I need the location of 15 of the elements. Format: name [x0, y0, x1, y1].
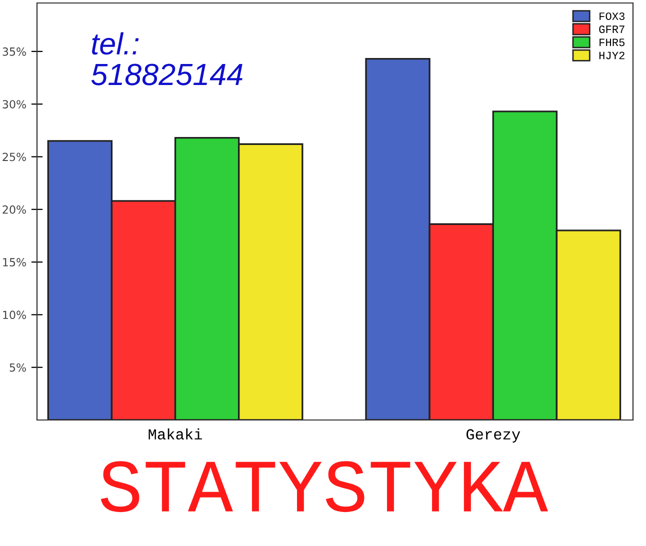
y-tick-label: 20%	[2, 205, 26, 214]
y-tick-label: 30%	[2, 100, 26, 108]
y-tick-label: 10%	[3, 310, 26, 320]
y-tick-label: 25%	[2, 152, 26, 162]
x-tick-label: Gerezy	[466, 429, 520, 443]
legend-label: FHR5	[600, 38, 625, 46]
text: STATYSTYKA	[100, 461, 548, 512]
y-tick-label: 5%	[10, 363, 26, 372]
legend-label: FOX3	[600, 12, 625, 20]
x-tick-label: Makaki	[148, 428, 202, 440]
y-tick-label: 35%	[2, 47, 26, 56]
annotation: tel.: 518825144	[91, 32, 242, 86]
y-tick-label: 15%	[3, 258, 26, 266]
legend-label: HJY2	[599, 52, 624, 60]
legend-label: GFR7	[599, 26, 624, 34]
